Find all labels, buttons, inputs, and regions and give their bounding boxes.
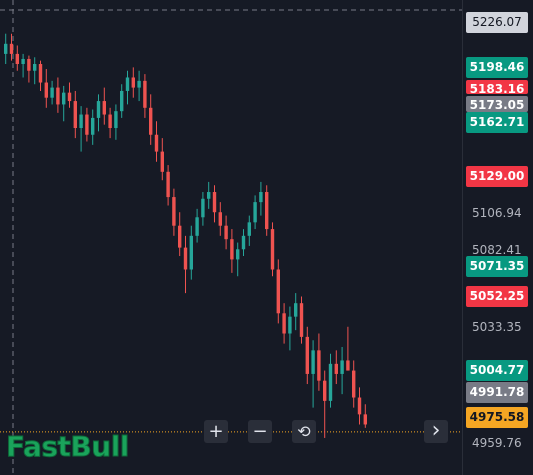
zoom-in-button[interactable]: + [204,420,228,443]
candle-body [73,101,77,129]
candle-body [178,225,182,248]
candle-body [276,269,280,314]
candle-body [230,239,234,260]
candle-body [282,313,286,334]
price-tag: 5052.25 [466,286,528,307]
candle-body [137,80,141,88]
price-axis[interactable]: 5226.07 5106.94 5082.41 5033.35 4959.76 … [462,0,533,475]
candle-body [38,64,43,83]
price-tag: 5173.05 [466,96,528,112]
candle-body [160,151,164,172]
candle-body [224,225,228,240]
candle-body [125,77,130,91]
candle-body [311,350,315,374]
candle-body [265,192,269,230]
candle-body [27,58,31,71]
price-tick: 5082.41 [472,243,522,257]
price-tag: 5129.00 [466,166,528,187]
candle-body [143,80,147,108]
candle-body [50,87,54,98]
candle-body [149,107,153,135]
candle-body [4,43,8,54]
candle-body [207,192,211,199]
candle-body [317,350,321,381]
price-tick: 4959.76 [472,436,522,450]
candle-body [172,197,176,226]
candle-body [357,397,362,415]
candle-body [114,111,118,129]
candle-body [56,87,60,105]
price-tag: 5071.35 [466,256,528,277]
candle-body [212,192,217,213]
candle-body [323,380,327,401]
candle-body [91,117,95,135]
candle-body [201,198,205,218]
candle-body [15,53,19,65]
candle-body [183,247,188,270]
candle-body [288,316,292,334]
candle-body [189,235,193,270]
candle-body [108,114,112,129]
candle-body [328,363,333,401]
chart-area[interactable] [0,0,462,475]
candle-body [270,229,275,270]
fastbull-logo: FastBull [6,430,130,464]
candle-body [363,414,367,425]
candle-body [218,212,222,226]
candle-body [9,43,14,54]
candlestick-chart[interactable] [0,0,462,475]
candle-body [67,92,72,102]
candle-body [247,222,251,236]
candle-body [346,360,350,371]
price-tag: 5162.71 [466,112,528,133]
price-tag: 5183.16 [466,80,528,94]
candle-body [253,202,257,223]
candle-body [85,114,89,135]
candle-body [96,101,101,118]
candle-body [79,114,83,129]
reset-button[interactable]: ⟲ [292,420,316,443]
zoom-out-button[interactable]: − [248,420,272,443]
candle-body [294,303,298,317]
current-price-tag: 4975.58 [466,407,528,428]
price-tick: 5106.94 [472,206,522,220]
candle-body [120,90,124,112]
candle-body [154,134,159,152]
candle-body [299,303,304,337]
candle-body [259,192,263,203]
candle-body [352,370,356,398]
scroll-right-button[interactable]: › [424,420,448,443]
crosshair-price-tag: 5226.07 [466,12,528,33]
price-tick: 5033.35 [472,320,522,334]
candle-body [131,77,135,88]
candle-body [21,58,25,65]
candle-body [195,217,199,236]
candle-body [340,360,344,374]
candle-body [102,101,106,115]
price-tag: 4991.78 [466,382,528,403]
candle-body [334,363,338,374]
candle-body [62,92,66,105]
candle-body [236,249,240,260]
price-tag: 5004.77 [466,360,528,381]
candle-body [44,82,48,98]
candle-body [241,235,246,250]
candle-body [33,64,37,71]
candle-body [166,171,170,198]
candle-body [305,336,309,374]
price-tag: 5198.46 [466,57,528,78]
